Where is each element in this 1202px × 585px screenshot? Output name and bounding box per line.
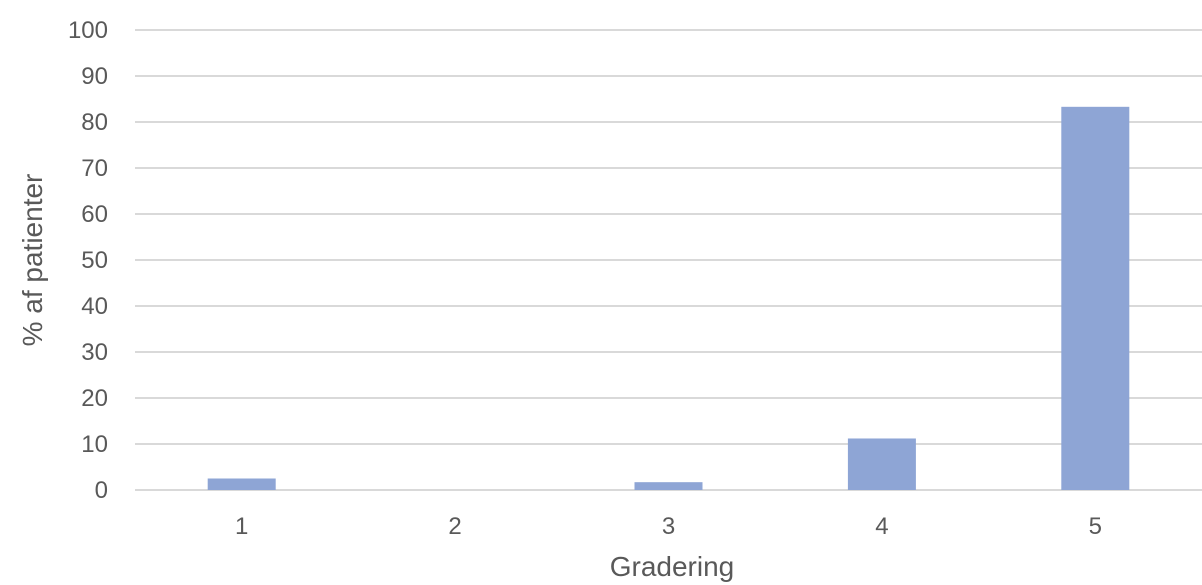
y-tick-label: 30: [81, 339, 108, 366]
y-tick-label: 70: [81, 155, 108, 182]
y-tick-label: 0: [95, 477, 108, 504]
y-tick-label: 10: [81, 431, 108, 458]
bar-3: [634, 482, 703, 490]
y-tick-label: 40: [81, 293, 108, 320]
y-tick-label: 100: [68, 17, 108, 44]
bar-4: [847, 438, 916, 490]
y-tick-label: 50: [81, 247, 108, 274]
x-tick-label: 5: [1089, 513, 1102, 540]
y-axis-tick-labels: 0 10 20 30 40 50 60 70 80 90 100: [68, 17, 108, 504]
gridlines: [135, 29, 1202, 491]
y-tick-label: 60: [81, 201, 108, 228]
x-tick-label: 2: [448, 513, 461, 540]
bar-1: [207, 478, 276, 490]
x-axis-tick-labels: 1 2 3 4 5: [235, 513, 1102, 540]
y-axis-title: % af patienter: [17, 174, 48, 347]
x-axis-title: Gradering: [610, 551, 735, 582]
bar-5: [1061, 106, 1130, 490]
y-tick-label: 90: [81, 63, 108, 90]
y-tick-label: 20: [81, 385, 108, 412]
y-tick-label: 80: [81, 109, 108, 136]
bars: [207, 106, 1130, 490]
x-tick-label: 3: [662, 513, 675, 540]
x-tick-label: 4: [875, 513, 888, 540]
x-tick-label: 1: [235, 513, 248, 540]
